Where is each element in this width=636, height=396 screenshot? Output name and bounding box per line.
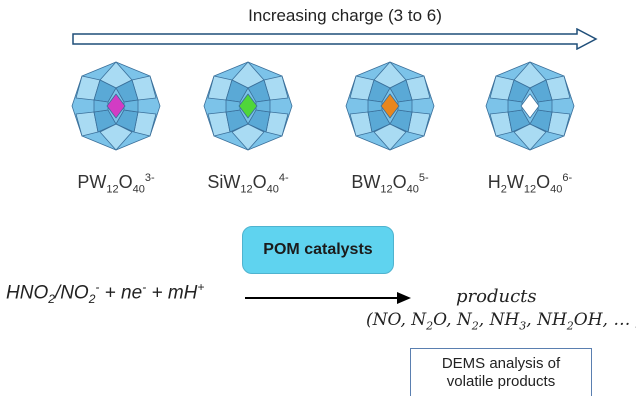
dems-analysis-box: DEMS analysis of volatile products xyxy=(410,348,592,396)
pom-catalysts-label: POM catalysts xyxy=(263,241,373,258)
formula-pw12o40: PW12O403- xyxy=(77,172,155,196)
products-label: products xyxy=(456,286,537,307)
dems-line-1: DEMS analysis of xyxy=(441,355,561,372)
keggin-cluster-siw12 xyxy=(203,61,293,151)
keggin-cluster-pw12 xyxy=(71,61,161,151)
charge-arrow-label: Increasing charge (3 to 6) xyxy=(248,6,442,25)
pom-catalysts-box: POM catalysts xyxy=(242,226,394,274)
formula-bw12o40: BW12O405- xyxy=(351,172,429,196)
reaction-arrow xyxy=(245,292,411,304)
formula-h2w12o40: H2W12O406- xyxy=(487,172,573,196)
keggin-cluster-h2w12 xyxy=(485,61,575,151)
increasing-charge-arrow xyxy=(72,28,598,50)
keggin-cluster-bw12 xyxy=(345,61,435,151)
products-list: (NO, N2O, N2, NH3, NH2OH, … ) xyxy=(366,310,636,333)
dems-line-2: volatile products xyxy=(446,373,556,390)
reaction-reactants: HNO2/NO2- + ne- + mH+ xyxy=(6,280,205,307)
formula-siw12o40: SiW12O404- xyxy=(207,172,289,196)
